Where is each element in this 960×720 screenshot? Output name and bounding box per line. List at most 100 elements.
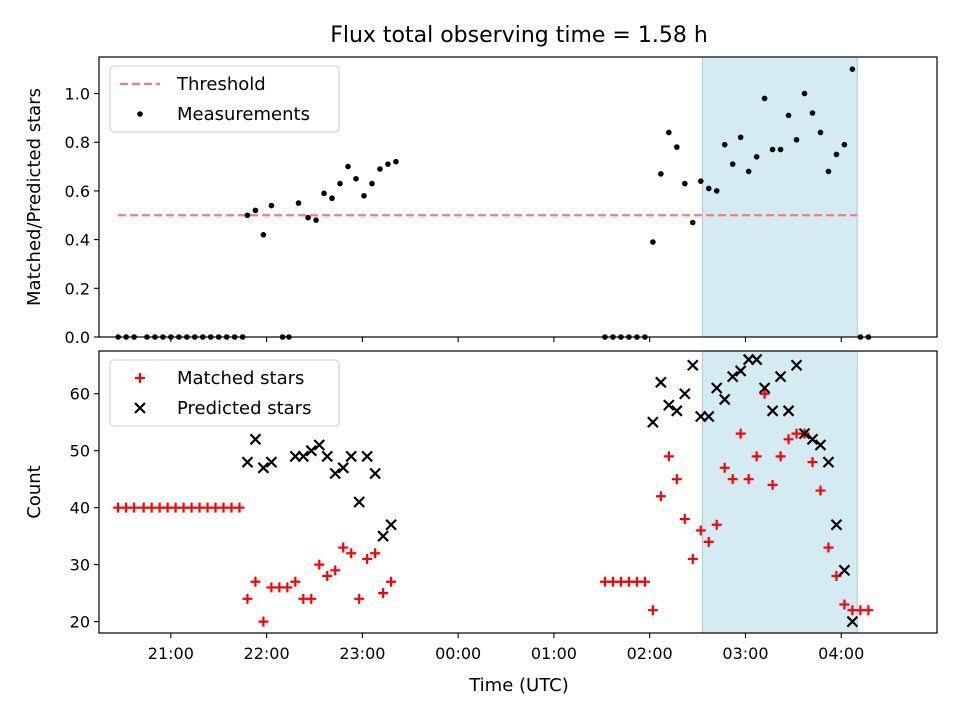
predicted-star-point [361,450,373,463]
matched-star-point [306,593,317,604]
series-matched-stars [113,388,874,627]
x-axis-label: Time (UTC) [468,675,569,696]
predicted-star-point [687,359,699,372]
y-tick-label: 0.0 [65,328,90,347]
matched-star-point [314,559,325,570]
measurement-point [841,141,848,148]
x-tick-label: 22:00 [244,644,290,663]
matched-star-point [719,462,730,473]
x-tick-label: 23:00 [339,644,385,663]
matched-star-point [695,525,706,536]
matched-star-point [679,514,690,525]
legend-label: Measurements [177,104,310,125]
predicted-star-point [337,462,349,474]
series-predicted-stars [241,353,859,628]
matched-star-point [378,588,389,599]
measurement-point [729,161,736,167]
measurement-point [721,141,728,148]
predicted-star-point [679,387,691,400]
matched-star-point [338,542,349,553]
measurement-point [260,231,267,238]
legend-box [109,359,340,427]
matched-star-point [823,542,834,553]
y-tick-label: 60 [70,385,90,404]
matched-star-point [863,605,874,616]
y-tick-label: 0.4 [65,231,90,250]
matched-star-point [655,491,666,502]
matched-star-point [129,502,140,513]
matched-star-point [703,536,714,547]
legend-measurement-swatch [137,111,143,117]
y-tick-label: 30 [70,556,90,575]
matched-star-point [767,479,778,490]
highlight-span [701,350,858,634]
predicted-star-point [782,405,795,417]
measurement-point [745,168,752,175]
matched-star-point [751,451,762,462]
x-tick-label: 01:00 [531,644,577,663]
legend-predicted-swatch [134,402,146,414]
predicted-star-point [241,456,254,468]
measurement-point [268,202,275,209]
measurement-point [361,192,367,199]
predicted-star-point [766,405,779,417]
measurement-point [337,180,343,187]
predicted-star-point [798,427,811,440]
matched-star-point [346,548,357,559]
predicted-star-point [806,433,819,446]
legend: Matched stars Predicted stars [109,359,340,427]
matched-star-point [242,593,253,604]
measurement-point [753,154,760,160]
matched-star-point [322,571,333,582]
predicted-star-point [710,382,723,394]
measurement-point [689,219,696,226]
matched-star-point [282,582,293,593]
predicted-star-point [718,393,731,406]
predicted-star-point [377,530,389,542]
measurement-point [385,161,391,167]
matched-star-point [639,576,650,587]
y-axis-label: Matched/Predicted stars [24,88,45,306]
predicted-star-point [774,370,787,383]
y-tick-label: 20 [70,613,90,632]
predicted-star-point [663,399,675,411]
plot-frame [98,350,938,634]
legend-matched-swatch [135,373,145,383]
measurement-point [785,112,792,119]
legend-label: Matched stars [177,368,304,389]
measurement-point [825,168,832,175]
measurement-point [849,66,856,72]
predicted-star-point [369,467,381,480]
matched-star-point [711,519,722,530]
matched-star-point [647,605,658,616]
measurement-point [377,166,383,172]
ratio-panel: 0.0 0.2 0.4 0.6 0.8 1.0 Matched/Predicted star… [24,56,938,347]
measurement-point [833,151,840,158]
y-tick-label: 40 [70,499,90,518]
predicted-star-point [321,450,334,463]
predicted-star-point [830,518,843,531]
predicted-star-point [750,353,763,366]
measurement-point [313,217,319,223]
measurement-point [353,175,359,182]
measurement-point [658,171,664,177]
matched-star-point [743,474,754,485]
measurement-point [705,185,712,192]
predicted-star-point [671,405,683,417]
matched-star-point [759,388,770,399]
legend: Threshold Measurements [109,65,340,133]
measurement-point [295,200,302,206]
predicted-star-point [353,496,365,508]
x-tick-label: 04:00 [818,644,864,663]
measurement-point [650,239,656,245]
predicted-star-point [758,382,771,394]
measurement-point [809,110,816,116]
predicted-star-point [249,433,262,446]
matched-star-point [234,502,245,513]
matched-star-point [807,457,818,468]
plot-frame [98,56,938,338]
matched-star-point [330,565,341,576]
count-panel: 20 30 40 50 60 21:00 22:00 23:00 00:00 01:00 02:00… [24,350,938,663]
y-tick-label: 1.0 [65,85,90,104]
measurement-point [769,146,776,153]
